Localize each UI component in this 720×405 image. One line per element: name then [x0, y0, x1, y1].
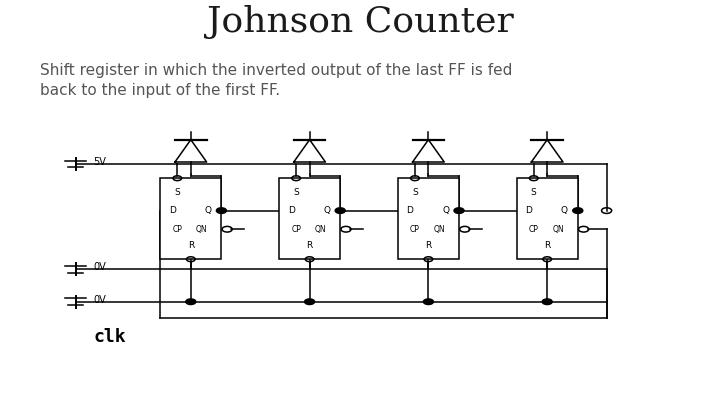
Text: QN: QN — [196, 225, 207, 234]
Text: CP: CP — [291, 225, 301, 234]
Text: S: S — [412, 188, 418, 197]
Bar — [160, 178, 222, 259]
Text: QN: QN — [552, 225, 564, 234]
Text: R: R — [426, 241, 431, 250]
Text: Shift register in which the inverted output of the last FF is fed
back to the in: Shift register in which the inverted out… — [40, 63, 512, 98]
Circle shape — [423, 299, 433, 305]
Text: Q: Q — [204, 206, 212, 215]
Text: CP: CP — [528, 225, 539, 234]
Text: R: R — [307, 241, 312, 250]
Text: D: D — [288, 206, 294, 215]
Text: D: D — [526, 206, 532, 215]
Polygon shape — [175, 140, 207, 162]
Polygon shape — [531, 140, 563, 162]
Circle shape — [335, 208, 346, 213]
Polygon shape — [294, 140, 325, 162]
Circle shape — [454, 208, 464, 213]
Text: D: D — [407, 206, 413, 215]
Text: Q: Q — [561, 206, 568, 215]
Text: R: R — [544, 241, 550, 250]
Text: S: S — [293, 188, 299, 197]
Text: 0V: 0V — [94, 295, 107, 305]
Circle shape — [305, 299, 315, 305]
Polygon shape — [413, 140, 444, 162]
Text: clk: clk — [94, 328, 126, 346]
Circle shape — [186, 299, 196, 305]
Text: QN: QN — [433, 225, 445, 234]
Text: 5V: 5V — [94, 157, 107, 167]
Text: QN: QN — [315, 225, 326, 234]
Circle shape — [542, 299, 552, 305]
Bar — [517, 178, 577, 259]
Text: Q: Q — [442, 206, 449, 215]
Circle shape — [573, 208, 582, 213]
Text: CP: CP — [410, 225, 420, 234]
Bar — [397, 178, 459, 259]
Circle shape — [217, 208, 226, 213]
Text: Johnson Counter: Johnson Counter — [207, 5, 513, 39]
Text: CP: CP — [172, 225, 182, 234]
Text: 0V: 0V — [94, 262, 107, 272]
Text: S: S — [174, 188, 180, 197]
Text: R: R — [188, 241, 194, 250]
Bar — [279, 178, 341, 259]
Text: Q: Q — [323, 206, 330, 215]
Text: S: S — [531, 188, 536, 197]
Text: D: D — [169, 206, 176, 215]
